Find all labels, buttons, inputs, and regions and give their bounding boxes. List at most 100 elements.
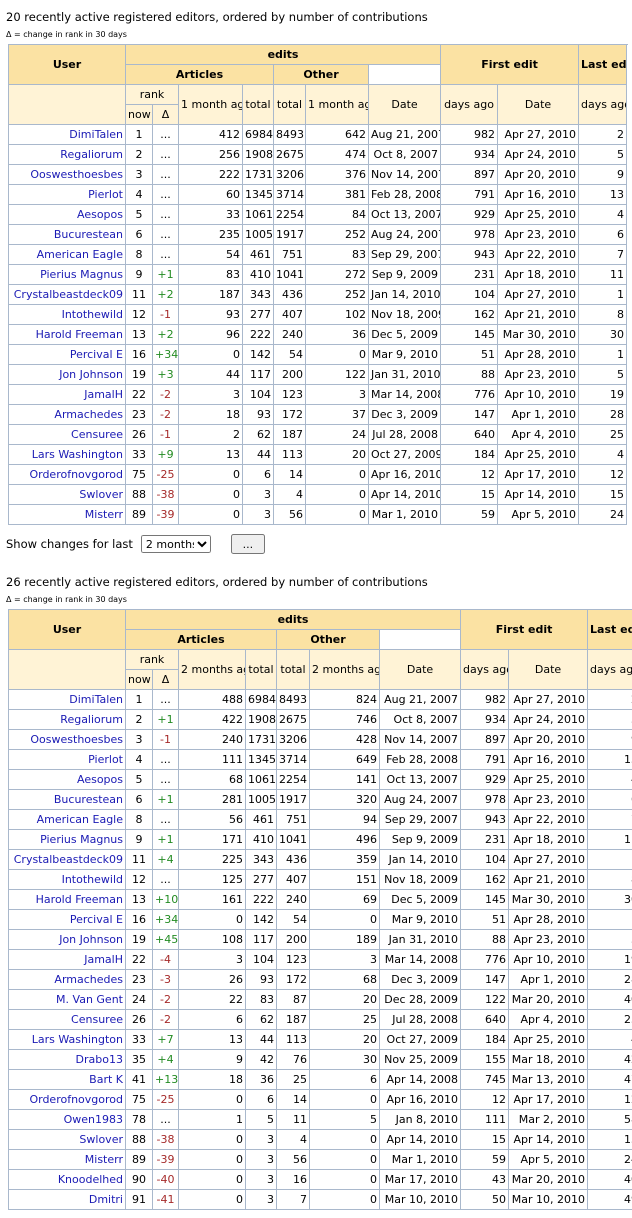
editor-link[interactable]: Bucurestean — [8, 224, 126, 245]
cell: 897 — [460, 729, 510, 750]
cell: 13 — [587, 749, 632, 770]
cell: 69 — [309, 889, 380, 910]
editor-link[interactable]: Misterr — [8, 1149, 126, 1170]
cell: Sep 29, 2007 — [367, 244, 442, 265]
editor-link[interactable]: Lars Washington — [8, 444, 126, 465]
editor-link[interactable]: American Eagle — [8, 809, 126, 830]
editor-link[interactable]: Swlover — [8, 1129, 126, 1150]
editor-row: Intothewild 12... 125 277 407 151 Nov 18, 2009… — [8, 869, 632, 890]
cell: 147 — [460, 969, 510, 990]
cell: 4 — [578, 204, 628, 225]
cell: 13 — [578, 184, 628, 205]
cell: 162 — [440, 304, 499, 325]
editor-link[interactable]: Harold Freeman — [8, 324, 126, 345]
cell: Mar 2, 2010 — [508, 1109, 589, 1130]
editor-link[interactable]: Orderofnovgorod — [8, 1089, 126, 1110]
rank-now: 33 — [125, 444, 153, 465]
editor-link[interactable]: Censuree — [8, 1009, 126, 1030]
cell: 5 — [587, 709, 632, 730]
editor-link[interactable]: Jon Johnson — [8, 364, 126, 385]
editor-link[interactable]: Pierlot — [8, 749, 126, 770]
editor-link[interactable]: Regaliorum — [8, 709, 126, 730]
editor-link[interactable]: Aesopos — [8, 204, 126, 225]
editor-link[interactable]: Intothewild — [8, 869, 126, 890]
editor-link[interactable]: Dmitri — [8, 1189, 126, 1210]
editor-link[interactable]: Intothewild — [8, 304, 126, 325]
editor-link[interactable]: JamalH — [8, 384, 126, 405]
period-select[interactable]: 2 months — [140, 535, 211, 553]
header-cell: Other — [273, 64, 369, 85]
editor-link[interactable]: Bucurestean — [8, 789, 126, 810]
editor-link[interactable]: Aesopos — [8, 769, 126, 790]
cell: Apr 25, 2010 — [508, 1029, 589, 1050]
editor-link[interactable]: Orderofnovgorod — [8, 464, 126, 485]
cell: Apr 25, 2010 — [497, 204, 580, 225]
cell: Apr 27, 2010 — [508, 849, 589, 870]
editor-link[interactable]: Censuree — [8, 424, 126, 445]
editor-link[interactable]: Drabo13 — [8, 1049, 126, 1070]
cell: 343 — [242, 284, 274, 305]
editor-link[interactable]: Bart K — [8, 1069, 126, 1090]
cell: 1005 — [245, 789, 277, 810]
apply-button[interactable]: ... — [230, 534, 265, 554]
cell: 381 — [305, 184, 369, 205]
editor-link[interactable]: Regaliorum — [8, 144, 126, 165]
cell: 50 — [460, 1189, 510, 1210]
editor-link[interactable]: Pierius Magnus — [8, 829, 126, 850]
cell: Jan 8, 2010 — [378, 1109, 462, 1130]
cell: Apr 21, 2010 — [497, 304, 580, 325]
editor-link[interactable]: Percival E — [8, 909, 126, 930]
cell: 277 — [245, 869, 277, 890]
cell: 6 — [245, 1089, 277, 1110]
editor-link[interactable]: M. Van Gent — [8, 989, 126, 1010]
cell: 3206 — [276, 729, 310, 750]
cell: 8493 — [276, 689, 310, 710]
editor-link[interactable]: American Eagle — [8, 244, 126, 265]
editor-link[interactable]: Swlover — [8, 484, 126, 505]
editor-link[interactable]: Crystalbeastdeck09 — [8, 284, 126, 305]
editor-link[interactable]: DimiTalen — [8, 124, 126, 145]
cell: 1345 — [242, 184, 274, 205]
cell: 44 — [242, 444, 274, 465]
editor-row: Percival E 16 +34 0 142 54 0 Mar 9, 2010 51 Apr 2… — [8, 909, 632, 930]
editor-link[interactable]: Ooswesthoesbes — [8, 729, 126, 750]
editor-link[interactable]: Armachedes — [8, 404, 126, 425]
cell: Dec 5, 2009 — [378, 889, 462, 910]
cell: 3 — [245, 1149, 277, 1170]
editor-link[interactable]: Pierlot — [8, 184, 126, 205]
rank-now: 75 — [125, 1089, 153, 1110]
cell: 171 — [178, 829, 246, 850]
editor-link[interactable]: Percival E — [8, 344, 126, 365]
editor-link[interactable]: DimiTalen — [8, 689, 126, 710]
cell: 30 — [578, 324, 628, 345]
rank-change: +13 — [152, 1069, 179, 1090]
editor-row: Regaliorum 2... 256 1908 2675 474 Oct 8, 2007 9… — [8, 144, 628, 165]
header-row: Articles Other — [9, 629, 632, 650]
editor-link[interactable]: Lars Washington — [8, 1029, 126, 1050]
rank-now: 11 — [125, 849, 153, 870]
editor-link[interactable]: Jon Johnson — [8, 929, 126, 950]
editor-link[interactable]: Harold Freeman — [8, 889, 126, 910]
editor-link[interactable]: Armachedes — [8, 969, 126, 990]
editor-link[interactable]: JamalH — [8, 949, 126, 970]
cell: 62 — [245, 1009, 277, 1030]
editor-link[interactable]: Pierius Magnus — [8, 264, 126, 285]
cell: Apr 28, 2010 — [497, 344, 580, 365]
cell: 14 — [276, 1089, 310, 1110]
editor-link[interactable]: Misterr — [8, 504, 126, 525]
cell: 0 — [305, 504, 369, 525]
cell: 122 — [305, 364, 369, 385]
editor-link[interactable]: Knoodelhed — [8, 1169, 126, 1190]
cell: 58 — [587, 1109, 632, 1130]
editor-link[interactable]: Ooswesthoesbes — [8, 164, 126, 185]
rank-change: -2 — [152, 404, 179, 425]
editor-row: Orderofnovgorod 75 -25 0 6 14 0 Apr 16, 2010 12 A… — [8, 464, 628, 485]
editor-link[interactable]: Owen1983 — [8, 1109, 126, 1130]
editor-link[interactable]: Crystalbeastdeck09 — [8, 849, 126, 870]
editor-row: Owen1983 78... 1 5 11 5 Jan 8, 2010 111 Mar 2, 2… — [8, 1109, 632, 1130]
cell: 24 — [305, 424, 369, 445]
cell: 93 — [242, 404, 274, 425]
rank-now: 8 — [125, 809, 153, 830]
